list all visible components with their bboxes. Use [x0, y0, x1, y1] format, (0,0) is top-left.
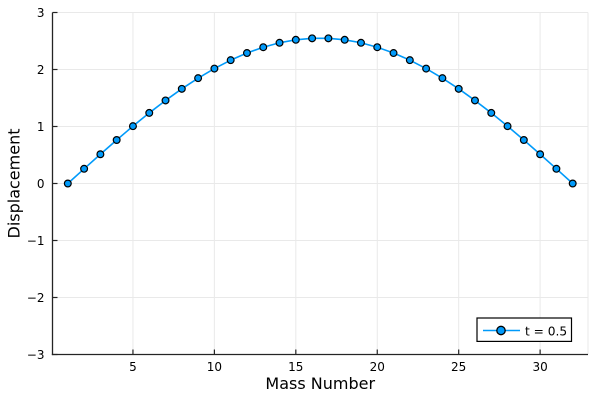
x-axis-label: Mass Number	[265, 374, 375, 393]
data-point-marker	[552, 164, 561, 173]
data-point-marker	[80, 164, 89, 173]
x-tick-label: 25	[451, 360, 466, 374]
data-point-marker	[145, 108, 154, 117]
data-point-marker	[242, 49, 251, 58]
data-point-marker	[568, 179, 577, 188]
data-point-marker	[454, 84, 463, 93]
data-point-marker	[503, 122, 512, 131]
x-tick-label: 5	[129, 360, 137, 374]
x-tick-label: 10	[207, 360, 222, 374]
data-point-marker	[275, 38, 284, 47]
data-point-marker	[259, 43, 268, 52]
data-point-marker	[177, 84, 186, 93]
data-point-marker	[128, 122, 137, 131]
data-point-marker	[373, 43, 382, 52]
x-tick-label: 15	[288, 360, 303, 374]
y-tick-label: 1	[37, 120, 45, 134]
data-point-marker	[356, 38, 365, 47]
data-point-marker	[470, 96, 479, 105]
data-point-marker	[96, 150, 105, 159]
y-tick-label: 2	[37, 63, 45, 77]
data-point-marker	[210, 64, 219, 73]
y-axis-label: Displacement	[5, 129, 24, 239]
data-point-marker	[226, 56, 235, 65]
data-point-marker	[389, 49, 398, 58]
data-point-marker	[487, 108, 496, 117]
data-point-marker	[405, 56, 414, 65]
tick-labels: 5 10 15 20 25 30 −3 −2 −1 0 1 2 3	[27, 6, 548, 374]
data-point-marker	[519, 136, 528, 145]
y-tick-label: −2	[27, 291, 45, 305]
legend-marker-icon	[496, 325, 506, 336]
grid-lines	[52, 12, 588, 355]
data-point-marker	[194, 74, 203, 83]
data-point-marker	[112, 136, 121, 145]
x-tick-label: 20	[370, 360, 385, 374]
legend-label: t = 0.5	[525, 324, 567, 338]
y-tick-label: 0	[37, 177, 45, 191]
legend: t = 0.5	[476, 317, 573, 342]
data-series	[63, 34, 577, 188]
x-tick-label: 30	[532, 360, 547, 374]
axes	[51, 11, 588, 356]
data-point-marker	[422, 64, 431, 73]
data-point-marker	[161, 96, 170, 105]
plot-frame	[52, 12, 589, 355]
data-point-marker	[536, 150, 545, 159]
legend-box	[476, 317, 573, 342]
data-point-marker	[324, 34, 333, 43]
y-tick-label: −3	[27, 348, 45, 362]
y-tick-label: −1	[27, 234, 45, 248]
data-point-marker	[438, 74, 447, 83]
y-tick-label: 3	[37, 6, 45, 20]
data-point-marker	[63, 179, 72, 188]
series-line	[67, 37, 574, 185]
data-point-marker	[291, 35, 300, 44]
data-point-marker	[340, 35, 349, 44]
data-point-marker	[308, 34, 317, 43]
